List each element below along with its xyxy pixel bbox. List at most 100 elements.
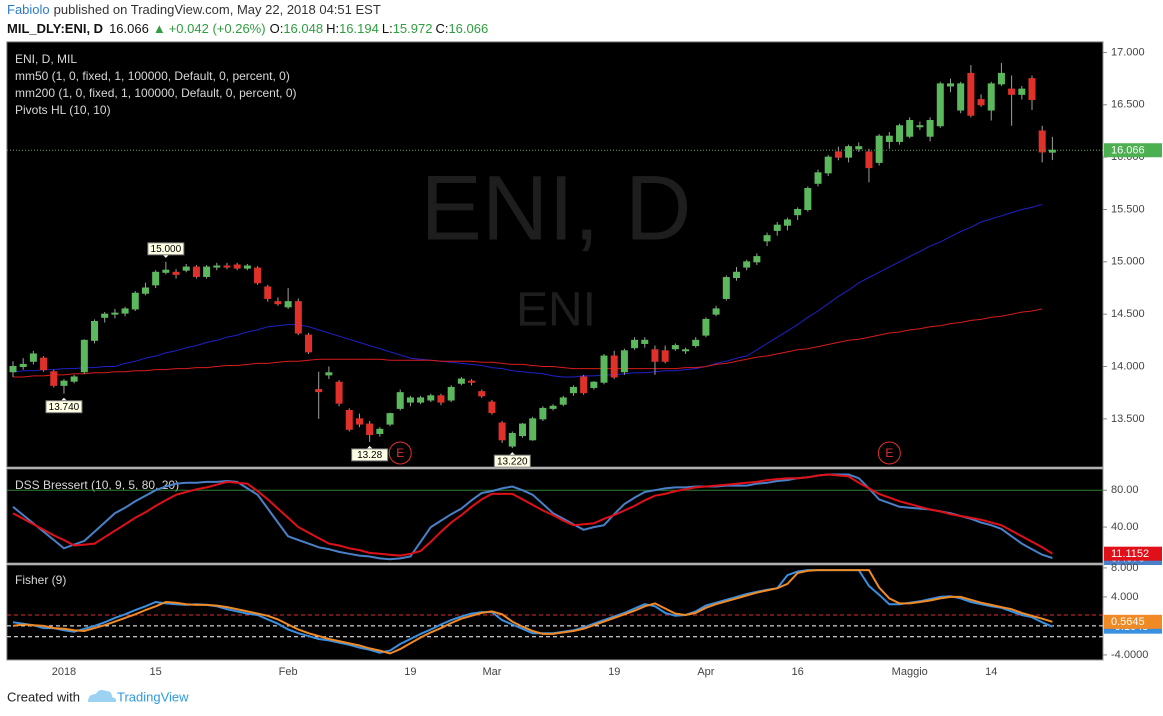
y-tick-label: 40.00 bbox=[1111, 521, 1139, 533]
candle-body bbox=[651, 349, 659, 362]
candle-body bbox=[936, 83, 944, 127]
candle-body bbox=[569, 386, 577, 394]
pivot-label: 13.740 bbox=[49, 402, 80, 413]
candle-body bbox=[172, 271, 180, 275]
candle-body bbox=[702, 318, 710, 336]
candle-body bbox=[101, 313, 109, 318]
close-value: 16.066 bbox=[448, 21, 488, 36]
candle-body bbox=[814, 172, 822, 184]
candle-body bbox=[243, 265, 251, 269]
fisher-pane bbox=[6, 564, 1104, 661]
candle-body bbox=[549, 405, 557, 409]
author[interactable]: Fabiolo bbox=[7, 2, 50, 17]
candle-body bbox=[305, 334, 313, 353]
candle-body bbox=[641, 339, 649, 344]
candle-body bbox=[488, 401, 496, 414]
candle-body bbox=[203, 266, 211, 277]
candle-body bbox=[213, 265, 221, 268]
y-tick-label: 17.000 bbox=[1111, 46, 1145, 58]
candle-body bbox=[590, 381, 598, 388]
candle-body bbox=[9, 366, 17, 373]
pivot-box bbox=[493, 454, 531, 468]
candle-body bbox=[192, 266, 200, 277]
candle-body bbox=[661, 350, 669, 362]
event-marker bbox=[877, 441, 901, 465]
published: published on TradingView.com, May 22, 20… bbox=[54, 2, 381, 17]
candle-body bbox=[91, 320, 99, 341]
close-label: C: bbox=[435, 21, 448, 36]
pivot-label: 13.28 bbox=[357, 450, 382, 461]
x-tick-label: 16 bbox=[792, 666, 804, 678]
candle-body bbox=[743, 261, 751, 268]
candle-body bbox=[539, 407, 547, 420]
candle-body bbox=[19, 363, 27, 368]
candle-body bbox=[325, 372, 333, 376]
candle-body bbox=[631, 339, 639, 349]
candle-body bbox=[457, 378, 465, 384]
candle-body bbox=[946, 83, 954, 87]
header-line: Fabiolo published on TradingView.com, May… bbox=[7, 2, 381, 17]
change: +0.042 (+0.26%) bbox=[169, 21, 266, 36]
high-value: 16.194 bbox=[339, 21, 379, 36]
last-price: 16.066 bbox=[109, 21, 149, 36]
candle-body bbox=[386, 413, 394, 425]
candle-body bbox=[763, 235, 771, 242]
candle-body bbox=[345, 409, 353, 430]
candle-body bbox=[804, 188, 812, 210]
candle-body bbox=[916, 125, 924, 128]
candle-body bbox=[682, 349, 690, 352]
open-value: 16.048 bbox=[283, 21, 323, 36]
x-tick-label: Mar bbox=[482, 666, 501, 678]
candle-body bbox=[845, 146, 853, 158]
candle-body bbox=[753, 256, 761, 263]
candle-body bbox=[50, 371, 58, 386]
y-tick-label: 13.500 bbox=[1111, 413, 1145, 425]
candle-body bbox=[162, 269, 170, 273]
y-tick-label: 4.000 bbox=[1111, 591, 1139, 603]
candle-body bbox=[600, 355, 608, 383]
candle-body bbox=[60, 380, 68, 386]
x-tick-label: 19 bbox=[404, 666, 416, 678]
candle-body bbox=[376, 428, 384, 435]
last-value-label: 0.5645 bbox=[1111, 616, 1145, 628]
candle-body bbox=[834, 151, 842, 158]
candle-body bbox=[355, 418, 363, 425]
footer-created: Created with bbox=[7, 689, 80, 704]
candle-body bbox=[335, 381, 343, 404]
candle-body bbox=[875, 135, 883, 163]
candle-body bbox=[1048, 149, 1056, 153]
candle-body bbox=[254, 267, 262, 284]
candle-body bbox=[437, 395, 445, 403]
event-label: E bbox=[885, 446, 893, 460]
pivot-box bbox=[351, 448, 389, 462]
candle-body bbox=[223, 265, 231, 268]
candle-body bbox=[692, 339, 700, 347]
series-line bbox=[13, 308, 1043, 378]
pane-title: Fisher (9) bbox=[15, 573, 66, 587]
candle-body bbox=[131, 292, 139, 310]
brand-logo[interactable] bbox=[88, 690, 117, 702]
candle-body bbox=[783, 219, 791, 226]
legend-entry: mm50 (1, 0, fixed, 1, 100000, Default, 0… bbox=[15, 69, 290, 83]
candle-body bbox=[274, 301, 282, 305]
candle-body bbox=[141, 287, 149, 294]
candle-body bbox=[773, 224, 781, 231]
candle-body bbox=[498, 422, 506, 441]
footer-brand[interactable]: TradingView bbox=[117, 689, 189, 704]
candle-body bbox=[70, 376, 78, 382]
candle-body bbox=[987, 83, 995, 111]
y-tick-label: 14.500 bbox=[1111, 308, 1145, 320]
logo-cloud[interactable] bbox=[88, 690, 117, 702]
candle-body bbox=[794, 208, 802, 216]
candle-body bbox=[233, 264, 241, 269]
last-value-label: 11.1152 bbox=[1111, 548, 1149, 560]
candle-body bbox=[967, 72, 975, 116]
candle-body bbox=[396, 392, 404, 409]
pivot-box bbox=[147, 242, 185, 256]
candle-body bbox=[855, 146, 863, 150]
event-marker bbox=[388, 441, 412, 465]
x-tick-label: 2018 bbox=[52, 666, 76, 678]
pivot-box bbox=[45, 400, 83, 414]
candle-body bbox=[264, 286, 272, 299]
candle-body bbox=[865, 151, 873, 169]
